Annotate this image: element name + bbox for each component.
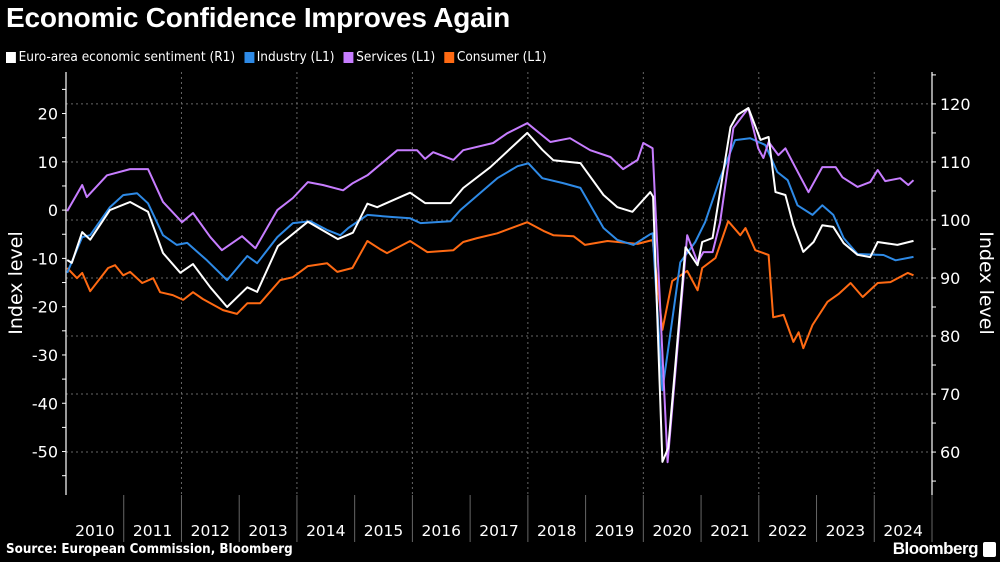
legend-swatch-industry: [244, 51, 255, 63]
y-tick-label-left: 10: [38, 153, 58, 172]
y-tick-label-right: 120: [940, 95, 971, 114]
gridlines: [66, 72, 932, 495]
legend-item-industry: Industry (L1): [244, 49, 335, 65]
y-tick-label-left: -50: [32, 443, 58, 462]
x-tick-label: 2023: [826, 522, 865, 540]
y-tick-label-right: 80: [940, 327, 960, 346]
x-tick-label: 2021: [710, 522, 749, 540]
legend: Euro-area economic sentiment (R1) Indust…: [6, 49, 547, 65]
x-tick-label: 2020: [652, 522, 691, 540]
y-tick-label-right: 60: [940, 443, 960, 462]
series-line-consumer: [66, 220, 914, 350]
y-tick-label-left: -10: [32, 249, 58, 268]
axes: 20100-10-20-30-40-5012011010090807060201…: [32, 72, 971, 542]
y-tick-label-left: -20: [32, 298, 58, 317]
x-tick-label: 2014: [306, 522, 345, 540]
y-axis-label-right: Index level: [975, 231, 997, 335]
y-axis-label-left: Index level: [5, 231, 27, 335]
source-note: Source: European Commission, Bloomberg: [6, 542, 293, 557]
legend-item-consumer: Consumer (L1): [444, 49, 547, 65]
y-tick-label-left: 0: [48, 201, 58, 220]
legend-swatch-sentiment: [6, 51, 16, 63]
legend-label-industry: Industry (L1): [256, 49, 335, 65]
y-tick-label-right: 70: [940, 385, 960, 404]
bloomberg-logo: Bloomberg: [892, 539, 979, 558]
legend-item-sentiment: Euro-area economic sentiment (R1): [6, 49, 235, 65]
x-tick-label: 2024: [883, 522, 922, 540]
legend-item-services: Services (L1): [343, 49, 436, 65]
legend-label-sentiment: Euro-area economic sentiment (R1): [18, 49, 236, 65]
x-tick-label: 2015: [364, 522, 403, 540]
series-line-industry: [66, 137, 914, 392]
legend-label-services: Services (L1): [356, 49, 436, 65]
legend-swatch-consumer: [444, 51, 455, 63]
x-tick-label: 2013: [248, 522, 287, 540]
series-lines: [66, 107, 915, 464]
y-tick-label-right: 110: [940, 153, 971, 172]
x-tick-label: 2012: [191, 522, 230, 540]
chart-title: Economic Confidence Improves Again: [6, 2, 511, 33]
x-tick-label: 2022: [768, 522, 807, 540]
bloomberg-chart-icon: [983, 542, 996, 557]
x-tick-label: 2018: [537, 522, 576, 540]
x-tick-label: 2017: [479, 522, 518, 540]
y-tick-label-left: -40: [32, 394, 58, 413]
y-tick-label-right: 90: [940, 269, 960, 288]
x-tick-label: 2011: [133, 522, 172, 540]
y-tick-label-left: -30: [32, 346, 58, 365]
x-tick-label: 2019: [595, 522, 634, 540]
legend-label-consumer: Consumer (L1): [456, 49, 547, 65]
y-tick-label-right: 100: [940, 211, 971, 230]
y-tick-label-left: 20: [38, 105, 58, 124]
x-tick-label: 2016: [422, 522, 461, 540]
legend-swatch-services: [343, 51, 354, 63]
series-line-euro-area: [66, 107, 914, 463]
x-tick-label: 2010: [75, 522, 114, 540]
series-line-services: [66, 107, 915, 464]
